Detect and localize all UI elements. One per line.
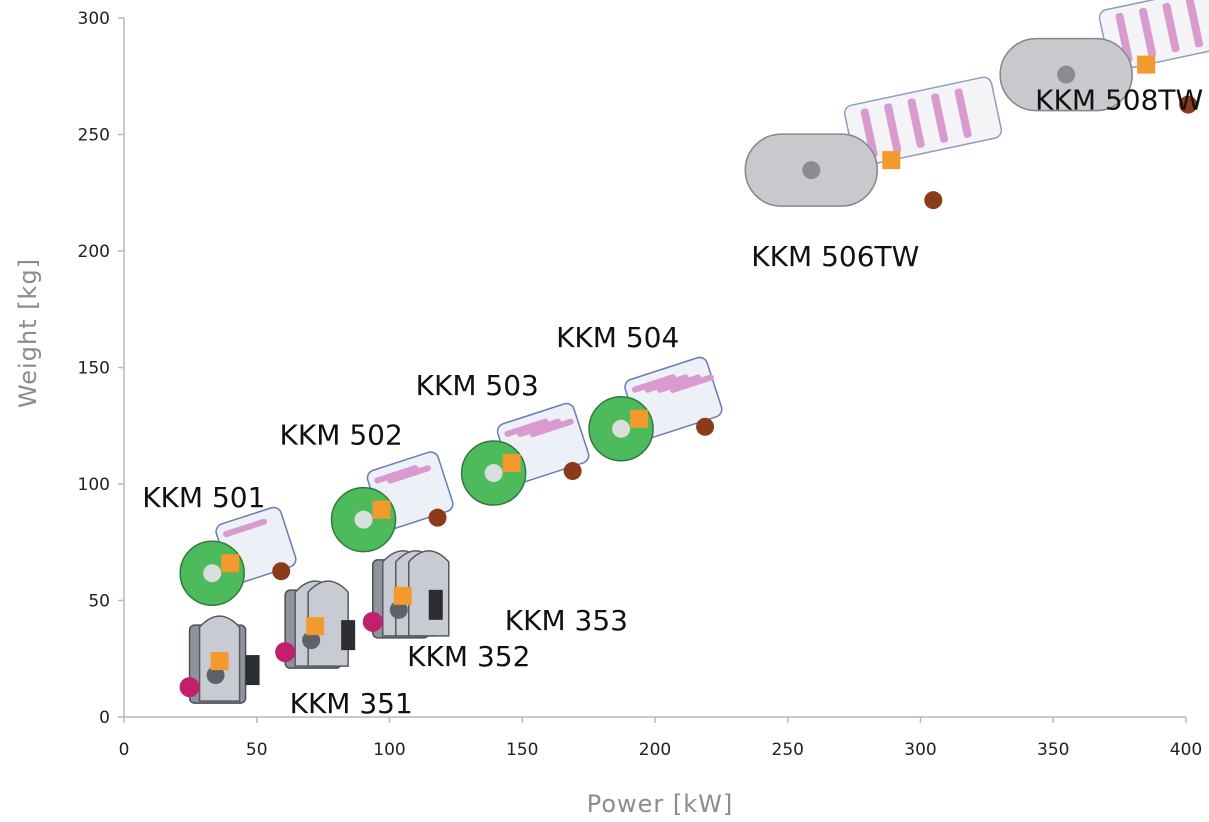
engine-triple-rotor-green — [462, 402, 591, 506]
pump-part — [180, 677, 200, 697]
y-ticks: 0 50 100 150 200 250 300 — [78, 9, 124, 728]
y-tick-label: 150 — [78, 359, 110, 379]
point-label: KKM 352 — [407, 640, 530, 673]
point-label: KKM 501 — [142, 481, 265, 514]
data-point — [306, 617, 324, 635]
point-label: KKM 351 — [290, 687, 413, 720]
x-ticks: 0 50 100 150 200 250 300 350 400 — [119, 717, 1203, 760]
shaft-hub — [1057, 66, 1075, 84]
engine-bracket — [429, 590, 443, 620]
point-label: KKM 502 — [280, 419, 403, 452]
data-point — [394, 587, 412, 605]
pulley — [429, 509, 447, 527]
x-tick-label: 300 — [904, 740, 936, 760]
x-tick-label: 250 — [772, 740, 804, 760]
point-label: KKM 508TW — [1035, 84, 1203, 117]
x-tick-label: 200 — [639, 740, 671, 760]
flywheel-hub — [485, 464, 503, 482]
x-tick-label: 150 — [506, 740, 538, 760]
x-tick-label: 50 — [246, 740, 268, 760]
pump-part — [363, 612, 383, 632]
pulley — [924, 191, 942, 209]
data-point — [503, 454, 521, 472]
flywheel-hub — [355, 511, 373, 529]
y-tick-label: 0 — [99, 708, 110, 728]
pulley — [564, 462, 582, 480]
point-label: KKM 353 — [505, 604, 628, 637]
y-axis-title: Weight [kg] — [14, 258, 42, 408]
point-label: KKM 504 — [556, 321, 679, 354]
x-tick-label: 100 — [373, 740, 405, 760]
y-tick-label: 100 — [78, 475, 110, 495]
engine-quad-rotor-green — [589, 355, 724, 460]
data-point — [882, 151, 900, 169]
y-tick-label: 300 — [78, 9, 110, 29]
data-point — [221, 554, 239, 572]
data-point — [211, 652, 229, 670]
data-point — [1137, 56, 1155, 74]
axes — [124, 18, 1186, 717]
point-label: KKM 506TW — [751, 240, 919, 273]
pulley — [272, 562, 290, 580]
flywheel-hub — [203, 564, 221, 582]
x-tick-label: 350 — [1037, 740, 1069, 760]
shaft-hub — [802, 161, 820, 179]
pulley — [696, 418, 714, 436]
pump-part — [275, 642, 295, 662]
x-tick-label: 0 — [119, 740, 130, 760]
point-label: KKM 503 — [416, 369, 539, 402]
engine-bracket — [341, 620, 355, 650]
flywheel-hub — [612, 420, 630, 438]
y-tick-label: 200 — [78, 242, 110, 262]
engine-bracket — [246, 655, 260, 685]
data-point — [373, 501, 391, 519]
engine-twin-block-silver — [745, 76, 1003, 209]
data-point — [630, 410, 648, 428]
x-axis-title: Power [kW] — [587, 790, 734, 818]
x-tick-label: 400 — [1170, 740, 1202, 760]
y-tick-label: 50 — [88, 592, 110, 612]
engine-twin-rotor-green — [332, 450, 455, 552]
y-tick-label: 250 — [78, 126, 110, 146]
